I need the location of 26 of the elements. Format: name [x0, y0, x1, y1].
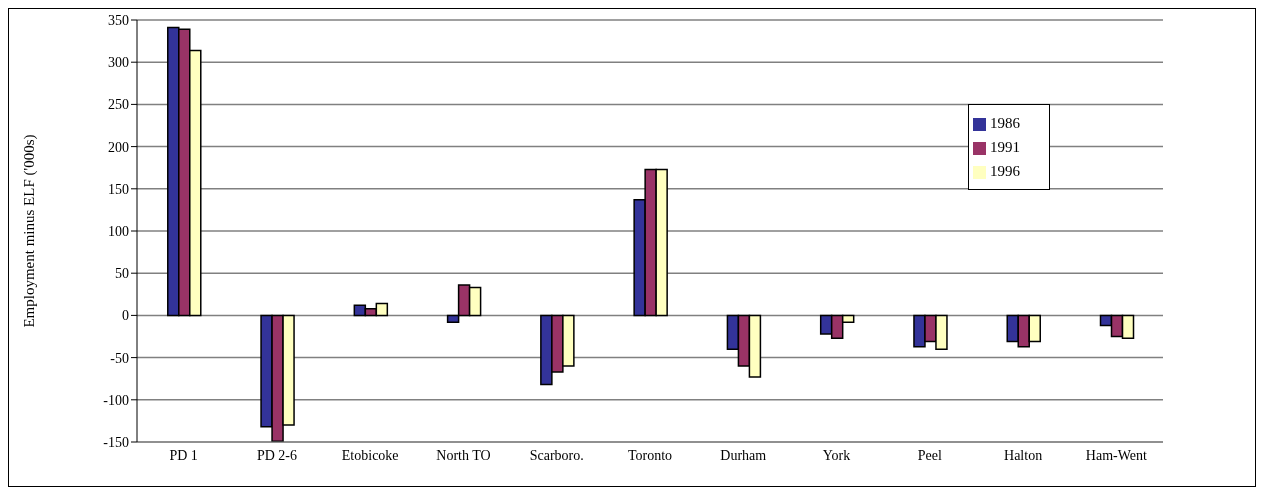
x-tick-label: PD 2-6 [256, 447, 297, 463]
x-tick-label: Peel [917, 447, 942, 463]
y-tick-label: 350 [108, 12, 129, 28]
y-axis-title: Employment minus ELF ('000s) [21, 134, 39, 328]
x-tick-label: Durham [720, 447, 767, 463]
y-tick-label: 50 [115, 266, 129, 282]
x-tick-label: PD 1 [169, 447, 198, 463]
x-tick-label: York [822, 447, 851, 463]
y-tick-label: -100 [103, 392, 129, 408]
x-tick-label: North TO [436, 447, 491, 463]
y-tick-label: 200 [108, 139, 129, 155]
y-tick-label: 100 [108, 223, 129, 239]
y-tick-label: 0 [122, 308, 129, 324]
y-tick-label: 250 [108, 97, 129, 113]
x-tick-label: Ham-Went [1085, 447, 1148, 463]
y-tick-label: -150 [103, 434, 129, 450]
x-tick-label: Toronto [627, 447, 673, 463]
x-tick-label: Etobicoke [341, 447, 399, 463]
y-tick-label: 150 [108, 181, 129, 197]
x-tick-label: Halton [1004, 447, 1043, 463]
legend-label: 1986 [990, 115, 1020, 131]
x-tick-label: Scarboro. [529, 447, 584, 463]
y-tick-label: 300 [108, 55, 129, 71]
legend-label: 1996 [990, 163, 1020, 179]
y-tick-label: -50 [110, 350, 129, 366]
legend-label: 1991 [990, 139, 1020, 155]
